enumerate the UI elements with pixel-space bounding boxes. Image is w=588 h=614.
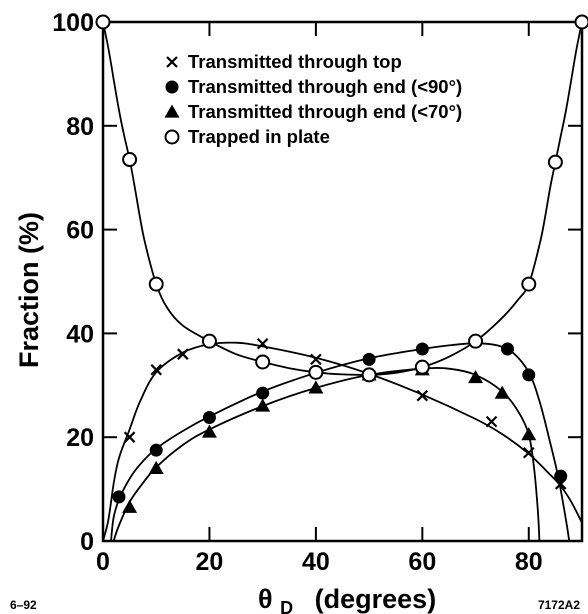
- footer-left-note: 6–92: [10, 598, 37, 612]
- point-series-1-7: [500, 342, 514, 356]
- point-series-0-3: [256, 338, 269, 350]
- curve-series-3: [102, 21, 583, 376]
- point-series-3-0: [95, 14, 111, 30]
- point-series-3-10: [547, 154, 563, 170]
- x-axis-symbol: θ: [258, 584, 273, 614]
- x-axis-unit: (degrees): [315, 584, 437, 614]
- point-series-0-7: [485, 415, 498, 428]
- x-tick-label-3: 60: [408, 548, 436, 576]
- point-series-2-9: [521, 427, 537, 441]
- curve-series-0: [102, 341, 583, 542]
- point-series-0-8: [522, 446, 535, 459]
- x-axis-subscript: D: [280, 598, 293, 614]
- footer-right-note: 7172A2: [538, 598, 580, 612]
- point-series-0-4: [310, 353, 322, 366]
- legend-label-2: Transmitted through end (<70°): [188, 101, 462, 122]
- y-tick-label-2: 40: [66, 320, 94, 348]
- x-tick-label-0: 0: [96, 548, 110, 576]
- point-series-3-11: [574, 14, 588, 30]
- point-series-2-8: [494, 385, 510, 399]
- fit-curves: [102, 21, 583, 542]
- point-series-1-3: [256, 386, 270, 400]
- x-tick-label-1: 20: [196, 548, 224, 576]
- point-series-1-2: [202, 410, 216, 424]
- legend-marker-0: [166, 56, 178, 68]
- legend-marker-3: [164, 129, 180, 145]
- point-series-1-5: [362, 352, 376, 366]
- legend-label-0: Transmitted through top: [188, 51, 402, 72]
- point-series-3-6: [361, 367, 377, 383]
- point-series-3-3: [201, 333, 217, 349]
- axis-ticks: [102, 21, 582, 542]
- curve-series-2: [112, 367, 541, 542]
- point-series-0-0: [123, 431, 136, 443]
- point-series-0-1: [150, 363, 163, 376]
- y-axis-title: Fraction (%): [14, 212, 44, 368]
- point-series-3-4: [255, 354, 271, 370]
- point-series-2-4: [308, 380, 324, 394]
- y-tick-label-0: 0: [80, 528, 94, 556]
- legend: Transmitted through top Transmitted throu…: [164, 51, 462, 147]
- x-tick-label-2: 40: [302, 548, 330, 576]
- y-tick-label-3: 60: [66, 217, 94, 245]
- point-series-3-5: [308, 364, 324, 380]
- legend-marker-1: [165, 80, 179, 94]
- point-series-0-6: [416, 389, 429, 402]
- point-series-1-0: [112, 490, 126, 504]
- point-series-1-9: [554, 469, 568, 483]
- point-series-3-8: [468, 333, 484, 349]
- x-axis-title: θ D (degrees): [258, 584, 436, 614]
- point-series-0-2: [177, 348, 189, 360]
- y-tick-label-1: 20: [66, 424, 94, 452]
- x-tick-labels: 0 20 40 60 80: [96, 548, 543, 576]
- point-series-2-7: [468, 370, 484, 384]
- point-series-2-3: [255, 398, 271, 412]
- point-series-3-9: [521, 276, 537, 292]
- x-tick-label-4: 80: [515, 548, 543, 576]
- point-series-3-2: [148, 276, 164, 292]
- legend-marker-2: [164, 104, 180, 118]
- point-series-1-1: [149, 443, 163, 457]
- plot-border: [101, 20, 584, 543]
- legend-label-3: Trapped in plate: [188, 126, 330, 147]
- y-tick-label-5: 100: [52, 9, 94, 37]
- y-tick-labels: 0 20 40 60 80 100: [52, 9, 94, 556]
- point-series-3-7: [414, 359, 430, 375]
- legend-label-1: Transmitted through end (<90°): [188, 76, 462, 97]
- point-series-1-6: [415, 342, 429, 356]
- point-series-2-0: [122, 499, 138, 513]
- point-series-3-1: [122, 152, 138, 168]
- point-series-1-8: [522, 368, 536, 382]
- data-markers: [95, 14, 588, 513]
- plot-frame: [101, 20, 584, 543]
- y-tick-label-4: 80: [66, 113, 94, 141]
- point-series-2-2: [201, 424, 217, 438]
- curve-series-1: [110, 342, 571, 542]
- point-series-2-1: [148, 460, 164, 474]
